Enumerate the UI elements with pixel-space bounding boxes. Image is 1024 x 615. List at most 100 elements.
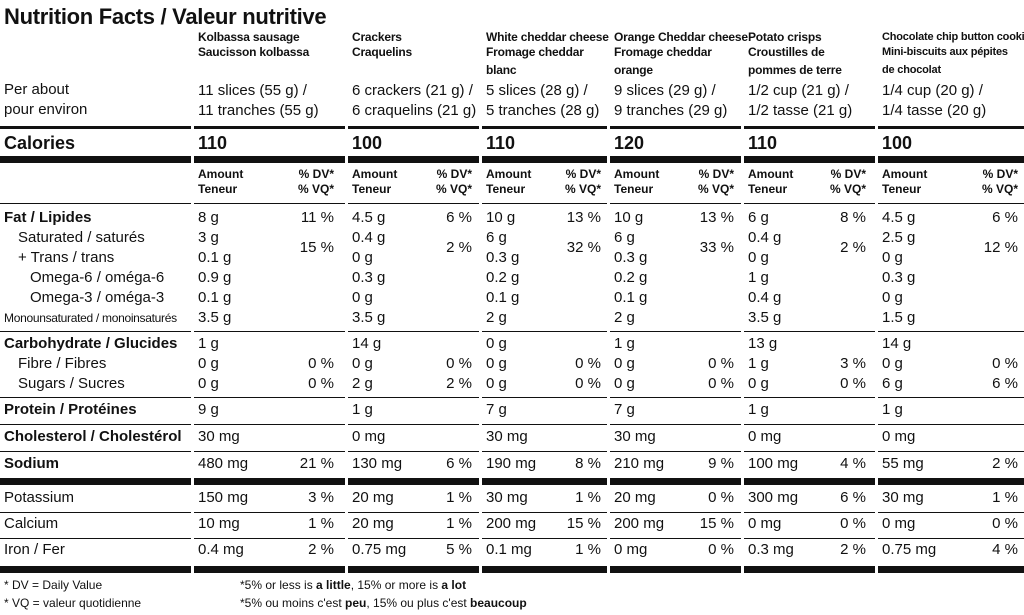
crackers-sat-trans-dv: 2 % bbox=[446, 239, 472, 256]
cholesterol-label: Cholesterol / Cholestérol bbox=[4, 428, 182, 445]
potato-crisps-fat-dv: 8 % bbox=[840, 209, 866, 226]
orange-cheddar-calcium-value: 200 mg bbox=[614, 515, 665, 532]
column-separator bbox=[607, 126, 610, 573]
white-cheddar-name-line-3: blanc bbox=[486, 63, 517, 77]
white-cheddar-sat-value: 6 g bbox=[486, 229, 507, 246]
orange-cheddar-mono-value: 2 g bbox=[614, 309, 635, 326]
orange-cheddar-iron-value: 0 mg bbox=[614, 541, 648, 558]
potato-crisps-fibre-dv: 3 % bbox=[840, 355, 866, 372]
choc-chip-cookies-header-amount-fr: Teneur bbox=[882, 182, 922, 196]
orange-cheddar-serving-line-2: 9 tranches (29 g) bbox=[614, 102, 728, 119]
rule-fat bbox=[0, 331, 1024, 332]
crackers-carb-value: 14 g bbox=[352, 335, 382, 352]
choc-chip-cookies-iron-value: 0.75 mg bbox=[882, 541, 937, 558]
footnote-dv-en: * DV = Daily Value bbox=[4, 578, 103, 592]
choc-chip-cookies-calcium-value: 0 mg bbox=[882, 515, 916, 532]
orange-cheddar-sodium-dv: 9 % bbox=[708, 455, 734, 472]
choc-chip-cookies-fat-dv: 6 % bbox=[992, 209, 1018, 226]
crackers-header-dv-fr: % VQ* bbox=[435, 182, 472, 196]
crackers-fibre-dv: 0 % bbox=[446, 355, 472, 372]
kolbassa-iron-dv: 2 % bbox=[308, 541, 334, 558]
kolbassa-header-dv-fr: % VQ* bbox=[297, 182, 334, 196]
crackers-name-line-1: Crackers bbox=[352, 30, 402, 44]
kolbassa-cholesterol-value: 30 mg bbox=[198, 428, 240, 445]
kolbassa-mono-value: 3.5 g bbox=[198, 309, 232, 326]
white-cheddar-sugars-value: 0 g bbox=[486, 375, 507, 392]
kolbassa-calcium-value: 10 mg bbox=[198, 515, 240, 532]
kolbassa-sat-value: 3 g bbox=[198, 229, 219, 246]
column-separator bbox=[345, 126, 348, 573]
potato-crisps-protein-value: 1 g bbox=[748, 401, 769, 418]
choc-chip-cookies-omega3-value: 0 g bbox=[882, 289, 903, 306]
orange-cheddar-sugars-value: 0 g bbox=[614, 375, 635, 392]
choc-chip-cookies-calcium-dv: 0 % bbox=[992, 515, 1018, 532]
potato-crisps-mono-value: 3.5 g bbox=[748, 309, 782, 326]
orange-cheddar-trans-value: 0.3 g bbox=[614, 249, 648, 266]
potato-crisps-sat-trans-dv: 2 % bbox=[840, 239, 866, 256]
rule-sodium bbox=[0, 478, 1024, 485]
kolbassa-name-line-1: Kolbassa sausage bbox=[198, 30, 300, 44]
crackers-fat-dv: 6 % bbox=[446, 209, 472, 226]
white-cheddar-iron-dv: 1 % bbox=[575, 541, 601, 558]
potato-crisps-sat-value: 0.4 g bbox=[748, 229, 782, 246]
kolbassa-omega3-value: 0.1 g bbox=[198, 289, 232, 306]
white-cheddar-sodium-value: 190 mg bbox=[486, 455, 537, 472]
kolbassa-potassium-value: 150 mg bbox=[198, 489, 249, 506]
crackers-calcium-value: 20 mg bbox=[352, 515, 394, 532]
kolbassa-sodium-value: 480 mg bbox=[198, 455, 249, 472]
choc-chip-cookies-name-line-2: Mini-biscuits aux pépites bbox=[882, 46, 1008, 58]
crackers-serving-line-1: 6 crackers (21 g) / bbox=[352, 82, 473, 99]
kolbassa-fibre-dv: 0 % bbox=[308, 355, 334, 372]
orange-cheddar-sat-trans-dv: 33 % bbox=[699, 239, 734, 256]
white-cheddar-header-dv-en: % DV* bbox=[565, 167, 601, 181]
orange-cheddar-potassium-value: 20 mg bbox=[614, 489, 656, 506]
potato-crisps-serving-line-1: 1/2 cup (21 g) / bbox=[748, 82, 849, 99]
orange-cheddar-omega3-value: 0.1 g bbox=[614, 289, 648, 306]
crackers-header-amount-fr: Teneur bbox=[352, 182, 392, 196]
white-cheddar-potassium-value: 30 mg bbox=[486, 489, 528, 506]
potato-crisps-calories: 110 bbox=[748, 133, 778, 153]
potato-crisps-iron-dv: 2 % bbox=[840, 541, 866, 558]
white-cheddar-header-amount-en: Amount bbox=[486, 167, 532, 181]
potato-crisps-header-amount-en: Amount bbox=[748, 167, 794, 181]
rule-calcium bbox=[0, 538, 1024, 539]
orange-cheddar-fat-value: 10 g bbox=[614, 209, 644, 226]
choc-chip-cookies-sugars-value: 6 g bbox=[882, 375, 903, 392]
white-cheddar-calcium-value: 200 mg bbox=[486, 515, 537, 532]
kolbassa-protein-value: 9 g bbox=[198, 401, 219, 418]
kolbassa-calcium-dv: 1 % bbox=[308, 515, 334, 532]
orange-cheddar-header-amount-fr: Teneur bbox=[614, 182, 654, 196]
orange-cheddar-name-line-3: orange bbox=[614, 63, 653, 77]
white-cheddar-fibre-dv: 0 % bbox=[575, 355, 601, 372]
rule-protein bbox=[0, 424, 1024, 425]
calcium-label: Calcium bbox=[4, 515, 59, 532]
kolbassa-sugars-value: 0 g bbox=[198, 375, 219, 392]
white-cheddar-sodium-dv: 8 % bbox=[575, 455, 601, 472]
crackers-omega3-value: 0 g bbox=[352, 289, 373, 306]
orange-cheddar-carb-value: 1 g bbox=[614, 335, 635, 352]
rule-header bbox=[0, 203, 1024, 204]
choc-chip-cookies-header-amount-en: Amount bbox=[882, 167, 928, 181]
column-separator bbox=[875, 126, 878, 573]
potato-crisps-iron-value: 0.3 mg bbox=[748, 541, 794, 558]
crackers-serving-line-2: 6 craquelins (21 g) bbox=[352, 102, 477, 119]
crackers-sat-value: 0.4 g bbox=[352, 229, 386, 246]
white-cheddar-fat-dv: 13 % bbox=[566, 209, 601, 226]
orange-cheddar-omega6-value: 0.2 g bbox=[614, 269, 648, 286]
carbohydrate-label: Carbohydrate / Glucides bbox=[4, 335, 178, 352]
orange-cheddar-name-line-2: Fromage cheddar bbox=[614, 45, 712, 59]
column-separator bbox=[741, 126, 744, 573]
orange-cheddar-calcium-dv: 15 % bbox=[699, 515, 734, 532]
choc-chip-cookies-mono-value: 1.5 g bbox=[882, 309, 916, 326]
white-cheddar-mono-value: 2 g bbox=[486, 309, 507, 326]
fibre-label: Fibre / Fibres bbox=[18, 355, 107, 372]
white-cheddar-header-amount-fr: Teneur bbox=[486, 182, 526, 196]
crackers-omega6-value: 0.3 g bbox=[352, 269, 386, 286]
white-cheddar-omega3-value: 0.1 g bbox=[486, 289, 520, 306]
column-separator bbox=[479, 126, 482, 573]
choc-chip-cookies-sodium-value: 55 mg bbox=[882, 455, 924, 472]
crackers-protein-value: 1 g bbox=[352, 401, 373, 418]
trans-label: + Trans / trans bbox=[18, 249, 115, 266]
white-cheddar-cholesterol-value: 30 mg bbox=[486, 428, 528, 445]
choc-chip-cookies-fibre-dv: 0 % bbox=[992, 355, 1018, 372]
